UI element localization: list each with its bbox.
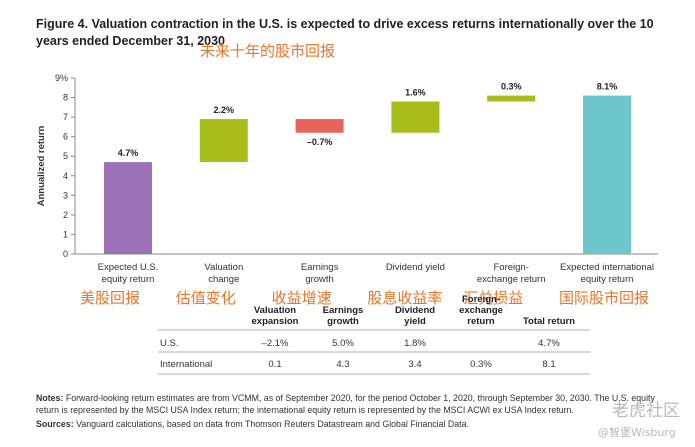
y-tick-label: 0: [63, 249, 68, 259]
table-cell: 3.4: [408, 359, 422, 370]
annotation: 未来十年的股市回报: [200, 42, 336, 60]
y-tick-label: 7: [63, 112, 68, 122]
table-cell: –2.1%: [261, 338, 289, 349]
data-label: 4.7%: [118, 148, 139, 158]
table-row-label: U.S.: [160, 338, 179, 349]
data-label: 8.1%: [597, 82, 618, 92]
table-row-label: International: [160, 359, 213, 370]
x-tick-label: Expected U.S. equity return: [97, 262, 159, 285]
annotation: 汇兑损益: [463, 289, 524, 307]
annotation: 国际股市回报: [559, 289, 650, 307]
table-cell: 5.0%: [332, 338, 354, 349]
y-tick-label: 1: [63, 229, 68, 239]
table-header: Valuation expansion: [251, 305, 299, 327]
table-cell: 4.3: [336, 359, 350, 370]
annotation: 股息收益率: [367, 289, 443, 307]
y-tick-label: 2: [63, 210, 68, 220]
annotation: 美股回报: [80, 289, 141, 307]
y-tick-label: 5: [63, 151, 68, 161]
annotation: 估值变化: [175, 289, 236, 307]
watermark: 老虎社区: [612, 401, 680, 421]
y-tick-label: 3: [63, 190, 68, 200]
table-cell: 8.1: [542, 359, 556, 370]
table-cell: 4.7%: [538, 338, 560, 349]
bar: [583, 95, 631, 254]
sources-text: Vanguard calculations, based on data fro…: [73, 419, 469, 429]
data-label: –0.7%: [307, 137, 333, 147]
notes-label: Notes:: [36, 393, 64, 403]
y-tick-label: 6: [63, 132, 68, 142]
x-tick-label: Valuation change: [204, 262, 244, 285]
sources: Sources: Vanguard calculations, based on…: [36, 418, 676, 430]
x-tick-label: Dividend yield: [385, 262, 445, 273]
y-axis-label: Annualized return: [36, 125, 47, 206]
annotation: 收益增速: [271, 289, 332, 307]
x-tick-label: Foreign- exchange return: [476, 262, 546, 285]
table-header: Total return: [522, 316, 576, 327]
x-tick-label: Earnings growth: [300, 262, 339, 285]
notes: Notes: Forward-looking return estimates …: [36, 392, 676, 416]
data-label: 1.6%: [405, 87, 426, 97]
bar: [104, 162, 152, 254]
bar: [391, 101, 440, 133]
watermark: @智堡Wisburg: [598, 426, 676, 439]
bar: [199, 119, 248, 163]
x-tick-label: Expected international equity return: [559, 262, 654, 285]
data-label: 2.2%: [214, 105, 235, 115]
table-header: Foreign- exchange return: [459, 294, 503, 327]
y-tick-label: 4: [63, 171, 68, 181]
bar: [295, 119, 344, 133]
table-cell: 1.8%: [404, 338, 426, 349]
y-tick-label: 9%: [55, 73, 68, 83]
chart-title: Figure 4. Valuation contraction in the U…: [36, 17, 654, 48]
table-header: Dividend yield: [394, 305, 436, 327]
y-tick-label: 8: [63, 93, 68, 103]
bar: [487, 95, 536, 102]
table-cell: 0.1: [268, 359, 282, 370]
notes-text: Forward-looking return estimates are fro…: [36, 393, 655, 415]
table-header: Earnings growth: [322, 305, 364, 327]
data-label: 0.3%: [501, 82, 522, 92]
table-cell: 0.3%: [470, 359, 492, 370]
sources-label: Sources:: [36, 419, 74, 429]
